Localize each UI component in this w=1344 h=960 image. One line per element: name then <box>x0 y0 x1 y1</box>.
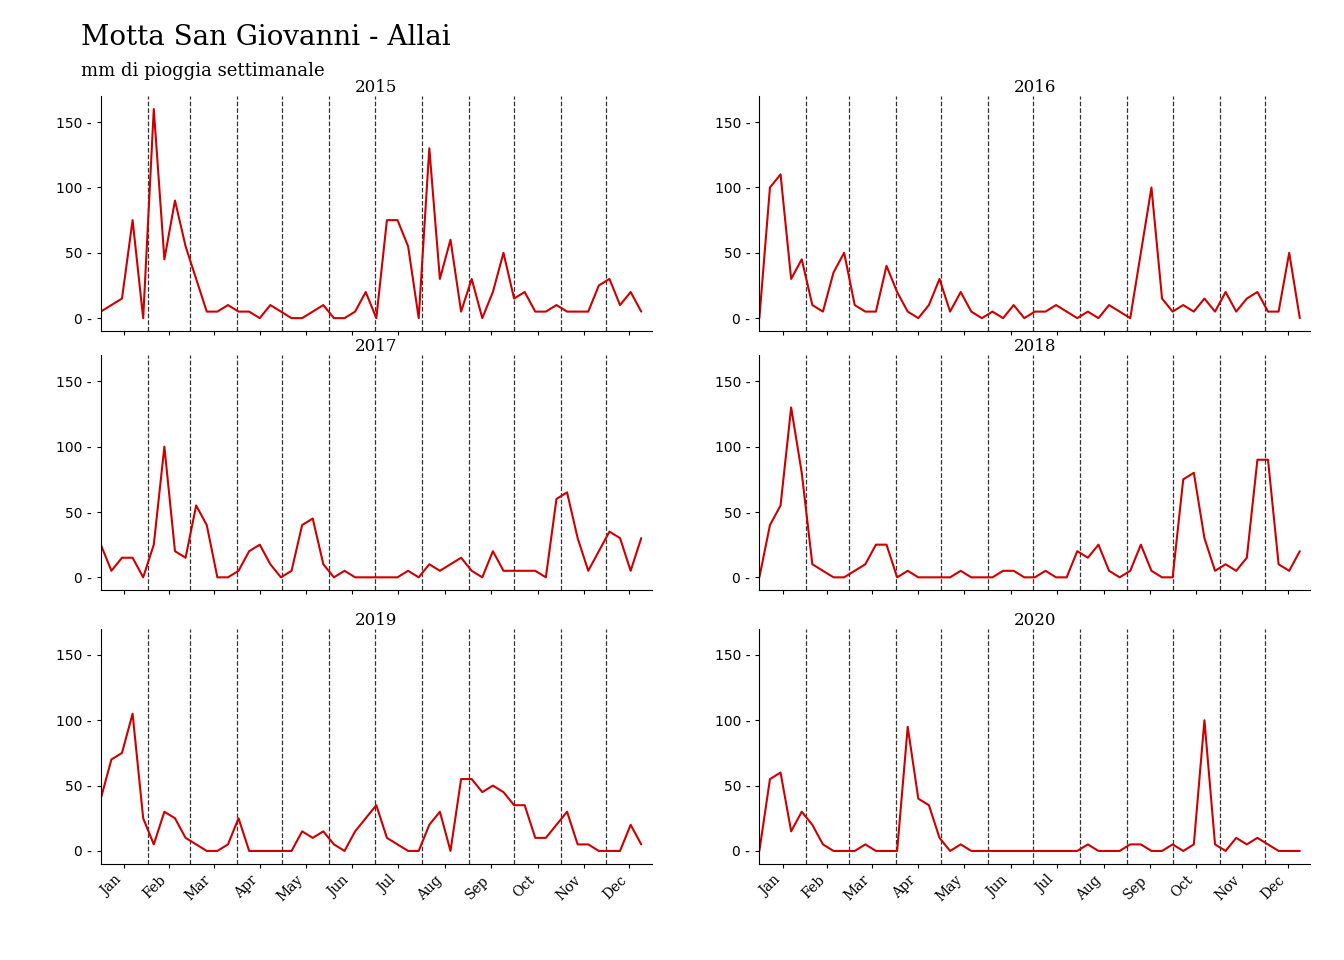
Title: 2018: 2018 <box>1013 338 1056 355</box>
Title: 2019: 2019 <box>355 612 398 629</box>
Title: 2016: 2016 <box>1013 79 1056 96</box>
Text: mm di pioggia settimanale: mm di pioggia settimanale <box>81 62 324 81</box>
Title: 2020: 2020 <box>1013 612 1056 629</box>
Title: 2015: 2015 <box>355 79 398 96</box>
Text: Motta San Giovanni - Allai: Motta San Giovanni - Allai <box>81 24 450 51</box>
Title: 2017: 2017 <box>355 338 398 355</box>
